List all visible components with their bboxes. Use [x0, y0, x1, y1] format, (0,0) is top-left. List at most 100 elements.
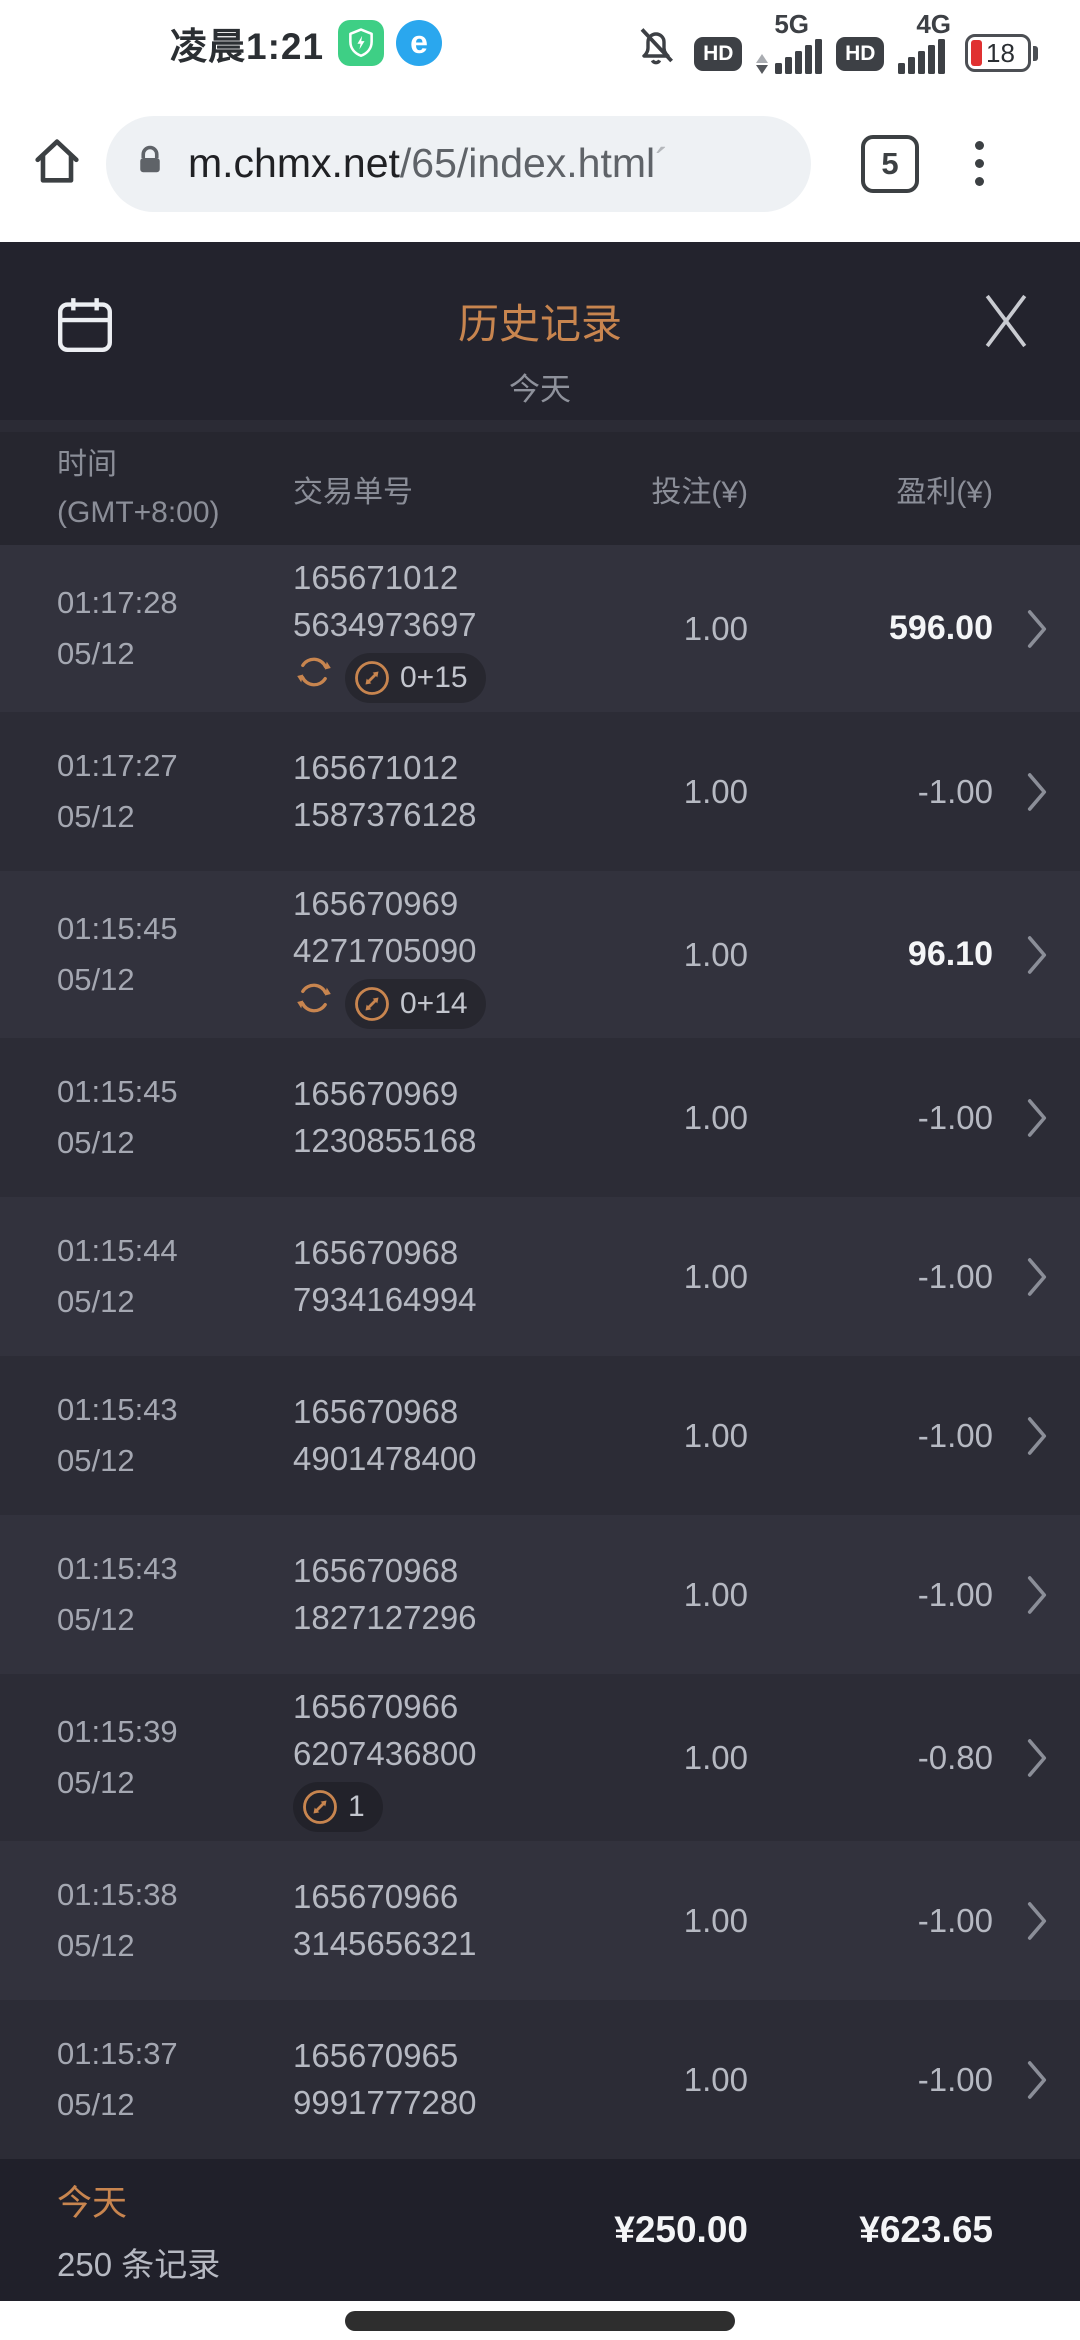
gesture-handle[interactable]: [345, 2311, 735, 2331]
row-bet: 1.00: [683, 1416, 748, 1454]
calendar-button[interactable]: [50, 290, 120, 365]
row-order-part2: 1230855168: [293, 1121, 477, 1159]
signal-bars-icon: [756, 39, 823, 74]
row-order-part1: 165670968: [293, 1233, 459, 1271]
table-row[interactable]: 01:15:38 05/12 165670966 3145656321 1.00…: [0, 1841, 1080, 2000]
record-count: 250 条记录: [57, 2245, 221, 2283]
browser-menu-button[interactable]: [969, 135, 990, 192]
row-bet: 1.00: [683, 1901, 748, 1939]
badge-count: 0+15: [400, 661, 468, 695]
round-count-badge: 0+14: [345, 979, 486, 1030]
url-path: /65/index.html: [399, 140, 656, 186]
row-order-part1: 165670966: [293, 1877, 459, 1915]
browser-toolbar: m.chmx.net/65/index.html´ 5: [0, 85, 1080, 242]
table-row[interactable]: 01:17:28 05/12 165671012 5634973697 0+15…: [0, 545, 1080, 712]
row-time: 01:15:43: [57, 1392, 178, 1428]
table-row[interactable]: 01:15:43 05/12 165670968 1827127296 1.00…: [0, 1515, 1080, 1674]
row-order-part2: 4901478400: [293, 1439, 477, 1477]
clock: 凌晨1:21: [170, 25, 325, 67]
row-chevron[interactable]: [993, 1254, 1080, 1300]
table-header: 时间 (GMT+8:00) 交易单号 投注(¥) 盈利(¥): [0, 432, 1080, 545]
row-bet: 1.00: [683, 1257, 748, 1295]
row-profit: -1.00: [917, 772, 993, 810]
row-chevron[interactable]: [993, 1898, 1080, 1944]
badge-count: 0+14: [400, 987, 468, 1021]
divider: [0, 420, 1080, 432]
table-row[interactable]: 01:15:45 05/12 165670969 1230855168 1.00…: [0, 1038, 1080, 1197]
home-button[interactable]: [28, 132, 86, 195]
row-bet: 1.00: [683, 2060, 748, 2098]
row-chevron[interactable]: [993, 1572, 1080, 1618]
address-bar[interactable]: m.chmx.net/65/index.html´: [106, 115, 811, 212]
table-row[interactable]: 01:15:45 05/12 165670969 4271705090 0+14…: [0, 871, 1080, 1038]
row-order-part1: 165671012: [293, 558, 459, 596]
table-row[interactable]: 01:15:37 05/12 165670965 9991777280 1.00…: [0, 2000, 1080, 2159]
row-order-part2: 1827127296: [293, 1598, 477, 1636]
total-profit: ¥623.65: [859, 2209, 993, 2250]
table-row[interactable]: 01:17:27 05/12 165671012 1587376128 1.00…: [0, 712, 1080, 871]
table-row[interactable]: 01:15:44 05/12 165670968 7934164994 1.00…: [0, 1197, 1080, 1356]
notification-icons: e: [338, 19, 443, 66]
table-body: 01:17:28 05/12 165671012 5634973697 0+15…: [0, 545, 1080, 2159]
round-count-badge: 0+15: [345, 653, 486, 704]
row-date: 05/12: [57, 1927, 135, 1963]
row-date: 05/12: [57, 798, 135, 834]
row-time: 01:15:37: [57, 2036, 178, 2072]
url-truncated: ´: [655, 140, 669, 186]
row-order-part1: 165670966: [293, 1687, 459, 1725]
round-count-badge: 1: [293, 1782, 383, 1833]
row-profit: -0.80: [917, 1738, 993, 1776]
summary-footer: 今天 250 条记录 ¥250.00 ¥623.65: [0, 2159, 1080, 2301]
row-date: 05/12: [57, 2086, 135, 2122]
refresh-icon: [293, 651, 335, 706]
row-chevron[interactable]: [993, 1735, 1080, 1781]
badge-line: 1: [293, 1782, 570, 1833]
history-header: 历史记录 今天: [0, 242, 1080, 420]
url-host: m.chmx.net: [188, 140, 400, 186]
tab-switcher-button[interactable]: 5: [861, 134, 919, 193]
row-profit: -1.00: [917, 1901, 993, 1939]
row-bet: 1.00: [683, 1738, 748, 1776]
row-chevron[interactable]: [993, 1095, 1080, 1141]
row-bet: 1.00: [683, 772, 748, 810]
badge-line: 0+15: [293, 653, 570, 704]
row-date: 05/12: [57, 1124, 135, 1160]
row-profit: -1.00: [917, 1575, 993, 1613]
row-profit: -1.00: [917, 1098, 993, 1136]
row-time: 01:15:45: [57, 911, 178, 947]
transfer-arrows-icon: [352, 658, 392, 698]
row-profit: -1.00: [917, 1416, 993, 1454]
column-bet: 投注(¥): [651, 475, 748, 509]
table-row[interactable]: 01:15:39 05/12 165670966 6207436800 1 1.…: [0, 1674, 1080, 1841]
row-time: 01:15:39: [57, 1714, 178, 1750]
row-date: 05/12: [57, 1442, 135, 1478]
row-chevron[interactable]: [993, 1413, 1080, 1459]
signal-4g: 4G: [898, 11, 951, 74]
row-order-part2: 3145656321: [293, 1924, 477, 1962]
row-chevron[interactable]: [993, 2057, 1080, 2103]
row-date: 05/12: [57, 1283, 135, 1319]
row-bet: 1.00: [683, 609, 748, 647]
row-chevron[interactable]: [993, 769, 1080, 815]
row-date: 05/12: [57, 635, 135, 671]
row-order-part1: 165670969: [293, 1074, 459, 1112]
row-order-part2: 5634973697: [293, 605, 477, 643]
row-profit: -1.00: [917, 2060, 993, 2098]
app-notification-icon: e: [396, 19, 443, 66]
row-profit: 596.00: [889, 609, 993, 647]
row-chevron[interactable]: [993, 606, 1080, 652]
security-shield-icon: [338, 19, 385, 66]
row-profit: -1.00: [917, 1257, 993, 1295]
row-chevron[interactable]: [993, 932, 1080, 978]
signal-bars-icon: [898, 39, 946, 74]
row-date: 05/12: [57, 1764, 135, 1800]
row-order-part2: 1587376128: [293, 795, 477, 833]
row-order-part2: 6207436800: [293, 1734, 477, 1772]
row-bet: 1.00: [683, 935, 748, 973]
notifications-muted-icon: [632, 21, 680, 74]
table-row[interactable]: 01:15:43 05/12 165670968 4901478400 1.00…: [0, 1356, 1080, 1515]
battery-icon: 18: [965, 34, 1038, 72]
close-button[interactable]: [976, 286, 1036, 361]
transfer-arrows-icon: [352, 984, 392, 1024]
signal-5g: 5G: [756, 11, 823, 74]
